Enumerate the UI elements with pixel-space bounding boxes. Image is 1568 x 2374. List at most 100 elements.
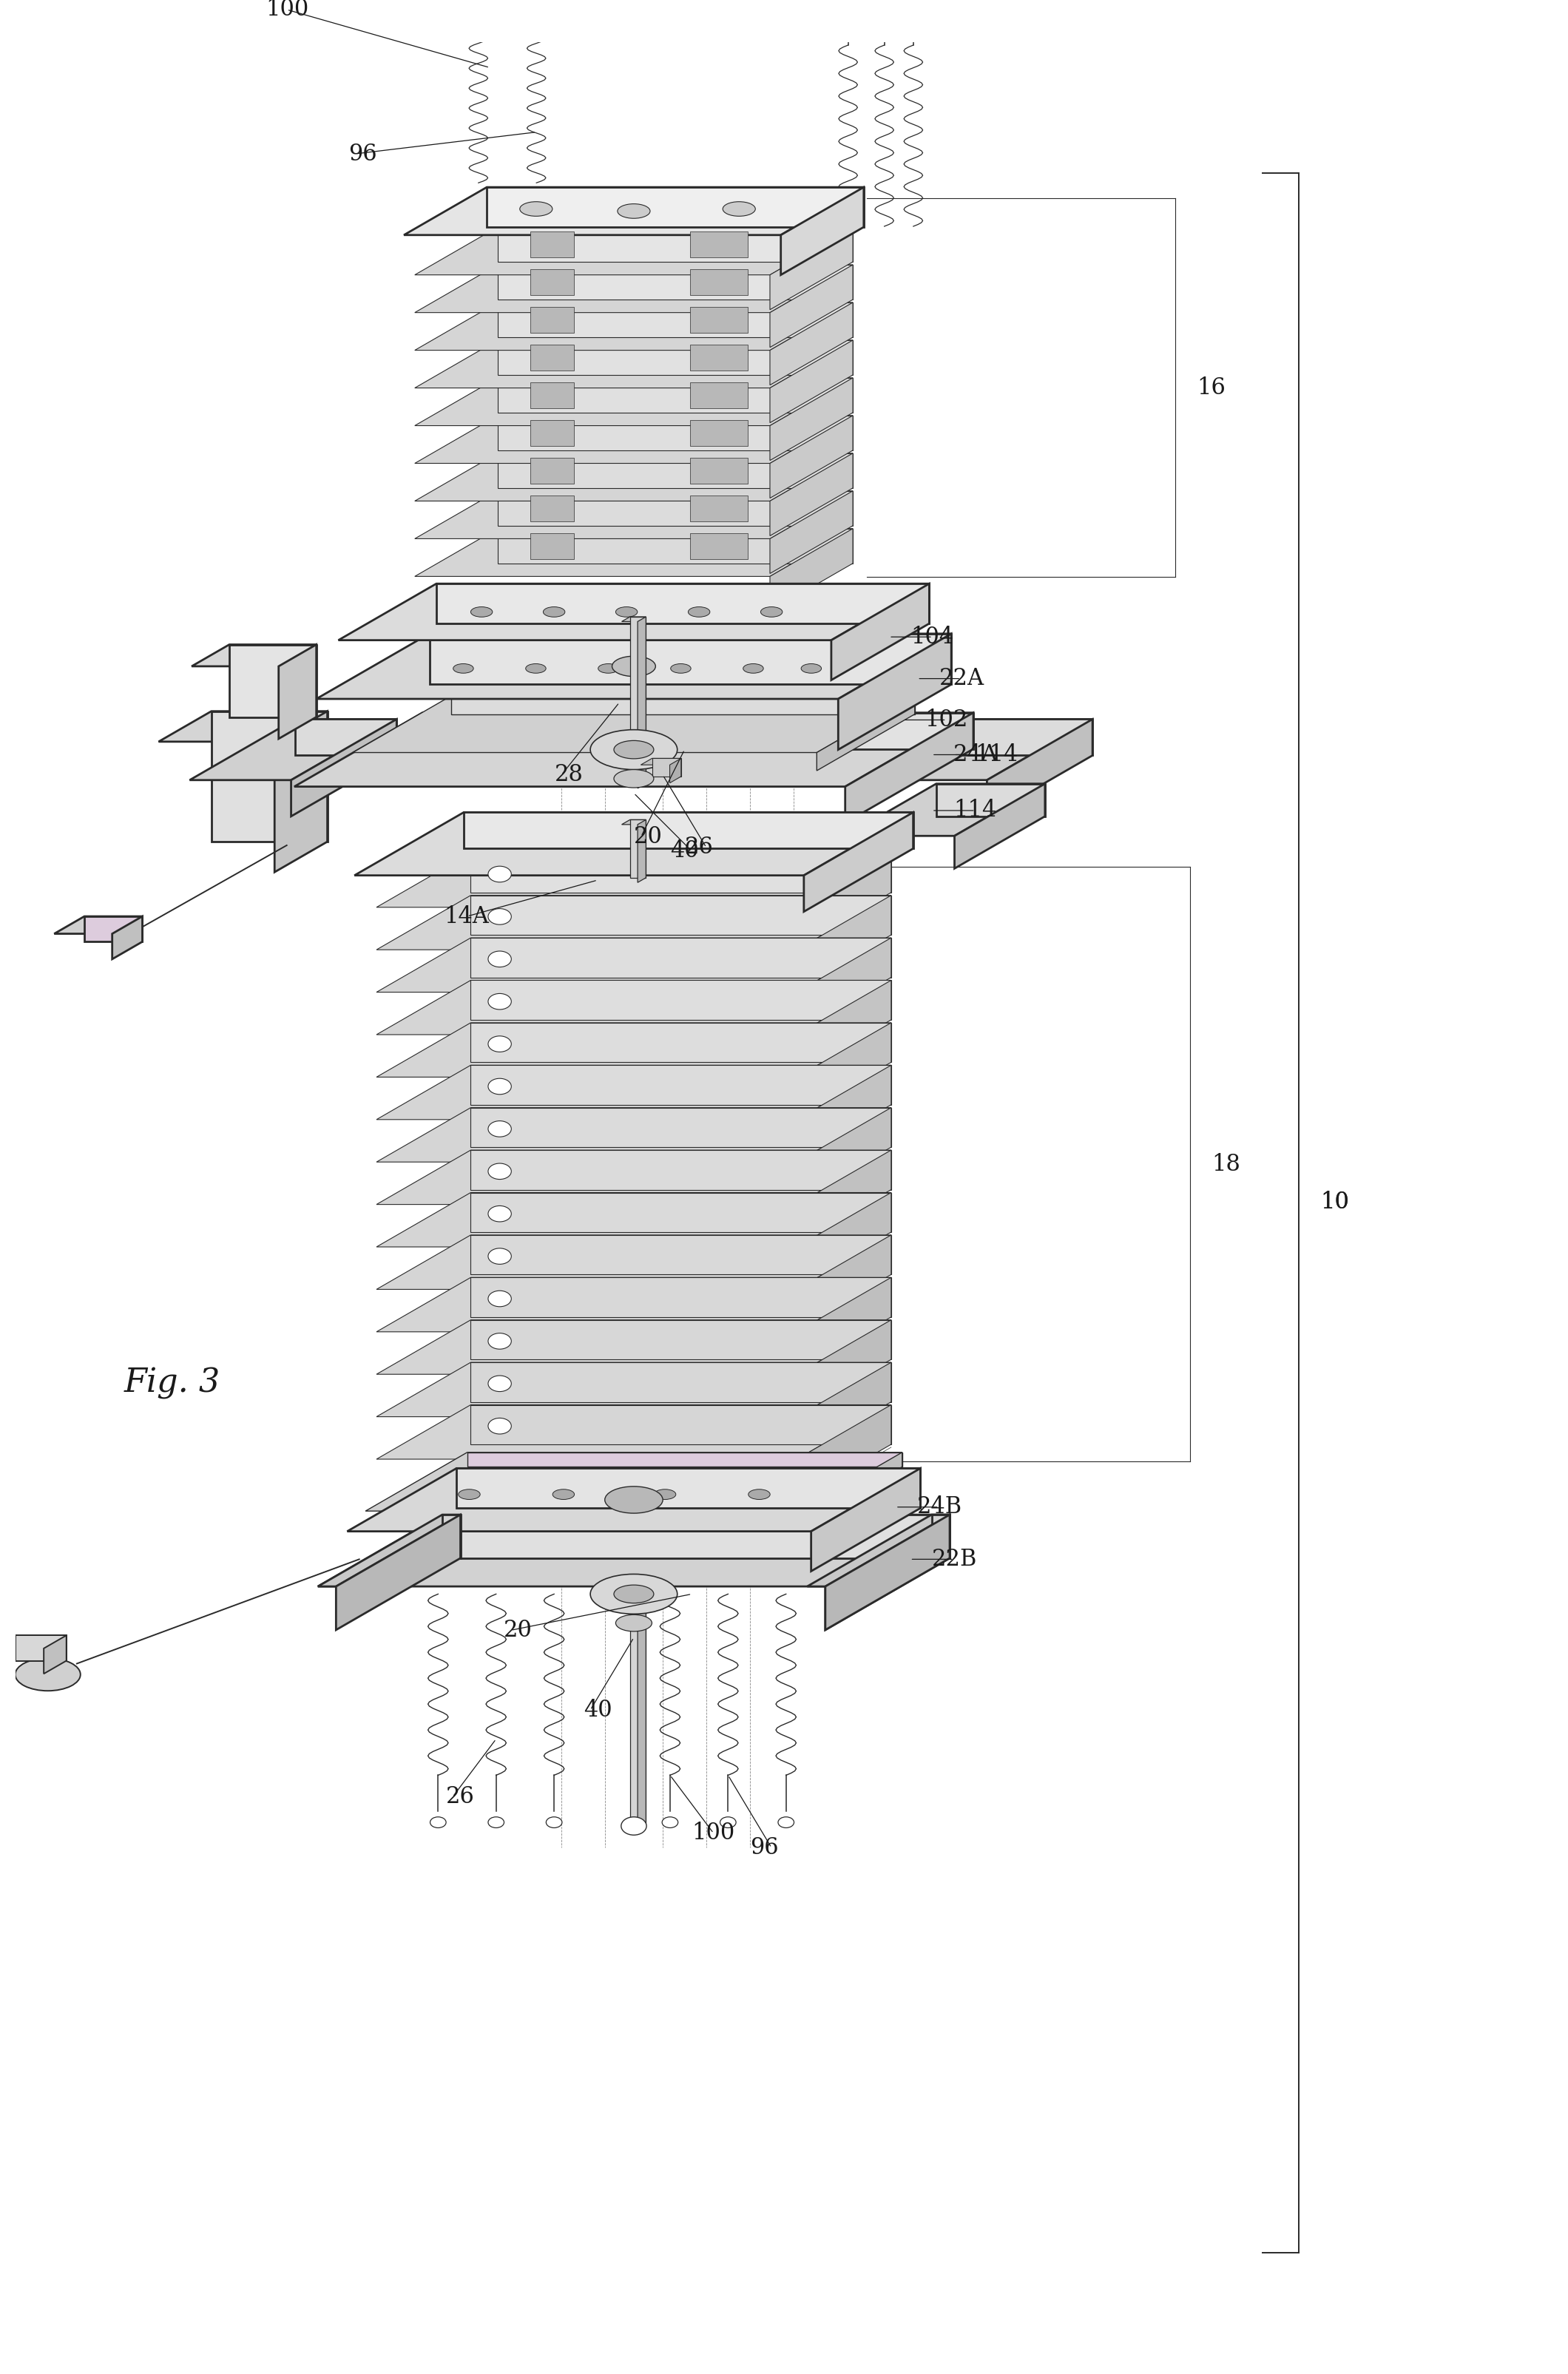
Text: 20: 20 (633, 826, 663, 848)
Polygon shape (442, 1515, 950, 1557)
Polygon shape (376, 938, 891, 992)
Polygon shape (804, 812, 913, 912)
Polygon shape (530, 496, 574, 522)
Polygon shape (963, 719, 1093, 755)
Ellipse shape (488, 867, 511, 883)
Text: 96: 96 (348, 142, 376, 166)
Polygon shape (470, 1363, 891, 1403)
Polygon shape (955, 783, 1044, 869)
Polygon shape (376, 1277, 891, 1332)
Polygon shape (690, 496, 748, 522)
Ellipse shape (615, 1586, 654, 1602)
Polygon shape (416, 377, 853, 425)
Polygon shape (497, 377, 853, 413)
Polygon shape (781, 188, 864, 275)
Polygon shape (638, 617, 646, 788)
Ellipse shape (616, 608, 638, 617)
Polygon shape (55, 916, 143, 933)
Polygon shape (839, 634, 952, 750)
Polygon shape (191, 646, 317, 667)
Polygon shape (811, 1467, 920, 1572)
Polygon shape (497, 228, 853, 261)
Polygon shape (770, 491, 853, 575)
Polygon shape (497, 491, 853, 525)
Polygon shape (229, 646, 317, 717)
Polygon shape (292, 719, 397, 817)
Text: 20: 20 (503, 1619, 532, 1643)
Polygon shape (470, 1109, 891, 1147)
Polygon shape (376, 1149, 891, 1204)
Polygon shape (530, 344, 574, 370)
Polygon shape (797, 938, 891, 1033)
Polygon shape (808, 1515, 950, 1586)
Text: 40: 40 (583, 1697, 612, 1721)
Polygon shape (690, 458, 748, 484)
Ellipse shape (743, 665, 764, 674)
Polygon shape (797, 852, 891, 947)
Ellipse shape (552, 1488, 574, 1500)
Ellipse shape (748, 1488, 770, 1500)
Polygon shape (470, 1149, 891, 1189)
Polygon shape (376, 1066, 891, 1121)
Polygon shape (416, 415, 853, 463)
Polygon shape (770, 453, 853, 537)
Ellipse shape (615, 741, 654, 760)
Polygon shape (630, 819, 646, 878)
Ellipse shape (488, 1035, 511, 1052)
Ellipse shape (488, 1121, 511, 1137)
Polygon shape (797, 980, 891, 1073)
Text: 16: 16 (1198, 375, 1226, 399)
Polygon shape (158, 712, 328, 741)
Polygon shape (16, 1636, 66, 1662)
Polygon shape (530, 458, 574, 484)
Polygon shape (630, 1591, 646, 1823)
Polygon shape (797, 1405, 891, 1498)
Ellipse shape (615, 769, 654, 788)
Polygon shape (376, 1023, 891, 1078)
Polygon shape (797, 1066, 891, 1159)
Polygon shape (470, 1234, 891, 1275)
Text: 26: 26 (445, 1785, 475, 1809)
Ellipse shape (801, 665, 822, 674)
Polygon shape (797, 1363, 891, 1455)
Polygon shape (212, 712, 328, 843)
Polygon shape (339, 584, 930, 641)
Ellipse shape (662, 1816, 677, 1828)
Ellipse shape (453, 665, 474, 674)
Polygon shape (797, 895, 891, 990)
Text: 24B: 24B (917, 1496, 963, 1519)
Text: 40: 40 (670, 840, 699, 862)
Polygon shape (376, 1192, 891, 1246)
Ellipse shape (458, 1488, 480, 1500)
Polygon shape (376, 1234, 891, 1289)
Polygon shape (497, 339, 853, 375)
Text: 24A: 24A (953, 743, 999, 767)
Polygon shape (530, 306, 574, 332)
Polygon shape (690, 306, 748, 332)
Polygon shape (797, 1149, 891, 1244)
Ellipse shape (488, 909, 511, 923)
Polygon shape (317, 634, 952, 698)
Polygon shape (652, 757, 681, 776)
Polygon shape (690, 230, 748, 256)
Polygon shape (470, 938, 891, 978)
Ellipse shape (488, 1249, 511, 1265)
Text: 18: 18 (1212, 1154, 1240, 1175)
Polygon shape (497, 453, 853, 489)
Polygon shape (416, 339, 853, 387)
Polygon shape (831, 584, 930, 679)
Polygon shape (641, 757, 681, 764)
Polygon shape (690, 382, 748, 408)
Polygon shape (430, 634, 952, 684)
Ellipse shape (612, 655, 655, 677)
Text: 100: 100 (691, 1821, 735, 1845)
Polygon shape (416, 491, 853, 539)
Polygon shape (416, 266, 853, 313)
Polygon shape (817, 696, 914, 772)
Ellipse shape (470, 608, 492, 617)
Ellipse shape (654, 1488, 676, 1500)
Text: 114: 114 (975, 743, 1019, 767)
Ellipse shape (430, 1816, 445, 1828)
Polygon shape (621, 1591, 646, 1595)
Polygon shape (530, 532, 574, 558)
